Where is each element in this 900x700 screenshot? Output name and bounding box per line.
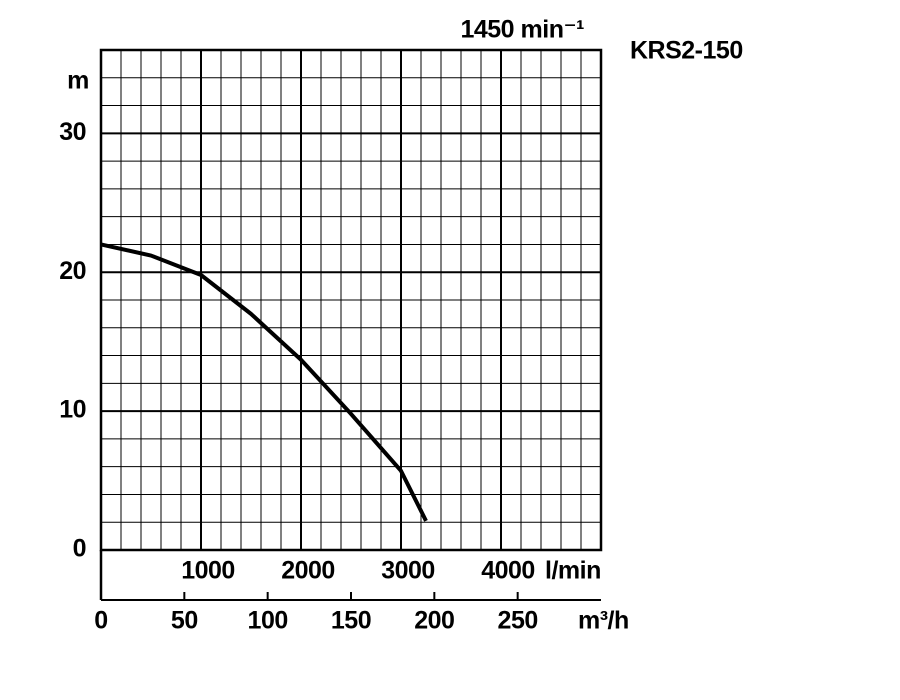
y-axis-label: m xyxy=(67,67,89,95)
y-tick-label: 0 xyxy=(73,535,86,563)
x-tick-label: 3000 xyxy=(381,557,435,585)
y-tick-label: 10 xyxy=(59,396,86,424)
x2-tick-label: 0 xyxy=(94,607,107,635)
x2-tick-label: 100 xyxy=(248,607,288,635)
y-tick-label: 30 xyxy=(59,118,86,146)
x2-axis-label: m³/h xyxy=(578,607,629,635)
plot-frame xyxy=(99,48,603,552)
x2-tick-label: 200 xyxy=(414,607,454,635)
y-tick-label: 20 xyxy=(59,257,86,285)
pump-curve xyxy=(100,242,428,522)
chart-title: KRS2-150 xyxy=(630,37,743,65)
x2-tick-label: 250 xyxy=(498,607,538,635)
chart-subtitle: 1450 min⁻¹ xyxy=(460,16,584,44)
x-tick-label: 4000 xyxy=(481,557,535,585)
x2-tick-label: 150 xyxy=(331,607,371,635)
x-tick-label: 2000 xyxy=(281,557,335,585)
x-axis-label: l/min xyxy=(545,557,601,585)
x2-tick-label: 50 xyxy=(171,607,198,635)
x-tick-label: 1000 xyxy=(181,557,235,585)
